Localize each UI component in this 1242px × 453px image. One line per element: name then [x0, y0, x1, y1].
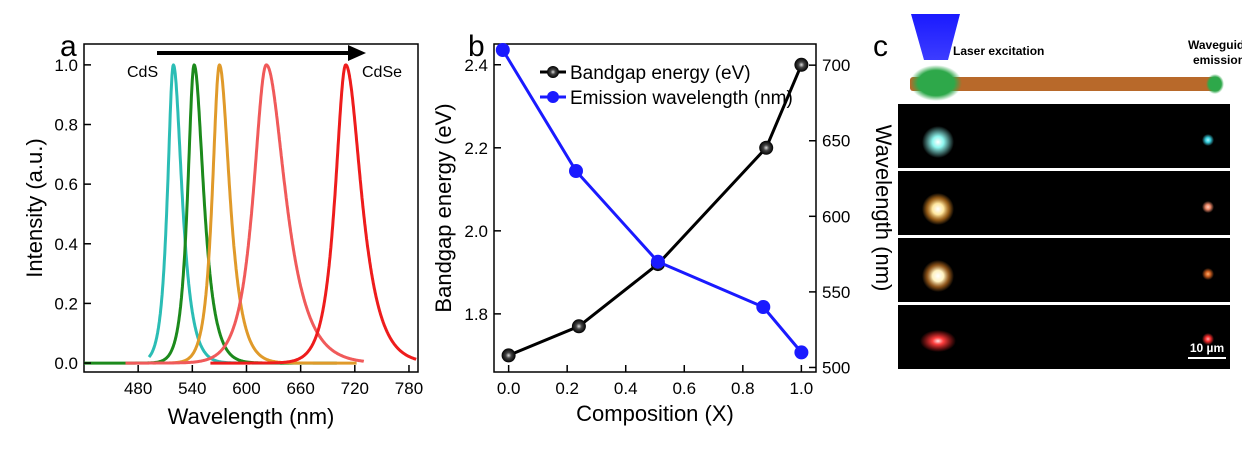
a-ytick-label-1: 0.2	[54, 294, 78, 313]
legend-marker-bandgap	[547, 66, 559, 78]
left-spot-0	[922, 126, 954, 158]
panel-b-frame	[493, 43, 817, 373]
legend-label-emission: Emission wavelength (nm)	[570, 88, 793, 109]
b-point-0-1	[571, 319, 586, 334]
panel-b-y2-label: Wavelength (nm)	[871, 125, 896, 292]
b-xtick-label-5: 1.0	[790, 379, 814, 398]
a-spectrum-2	[151, 63, 358, 365]
a-xtick-label-0: 480	[124, 379, 152, 398]
panel-b-legend: Bandgap energy (eV) Emission wavelength …	[540, 63, 793, 109]
a-spectrum-3	[124, 63, 365, 365]
panel-a-y-ticks: 0.0 0.2 0.4 0.6 0.8 1.0	[54, 56, 91, 373]
laser-beam-icon	[911, 14, 960, 60]
panel-b-y-ticks: 1.8 2.0 2.2 2.4	[464, 56, 501, 324]
b-point-0-0	[501, 348, 516, 363]
a-ytick-label-4: 0.8	[54, 116, 78, 135]
panel-a-curves	[83, 63, 418, 365]
b-point-1-0	[495, 43, 510, 57]
b-xtick-label-0: 0.0	[497, 379, 521, 398]
b-xtick-label-3: 0.6	[672, 379, 696, 398]
a-spectrum-4	[209, 63, 418, 365]
right-spot-3	[1202, 333, 1214, 345]
b-xtick-label-1: 0.2	[555, 379, 579, 398]
b-point-1-2	[650, 254, 665, 269]
b-xtick-label-4: 0.8	[731, 379, 755, 398]
a-xtick-label-4: 720	[341, 379, 369, 398]
panel-a-frame	[83, 43, 419, 373]
a-xtick-label-5: 780	[395, 379, 423, 398]
panel-a-x-label: Wavelength (nm)	[168, 404, 335, 429]
a-xtick-label-1: 540	[178, 379, 206, 398]
a-spectrum-0	[147, 63, 293, 365]
b-y2tick-label-4: 700	[822, 56, 850, 75]
panel-c-image-frames	[898, 104, 1230, 369]
b-y2tick-label-0: 500	[822, 358, 850, 377]
b-ytick-label-0: 1.8	[464, 305, 488, 324]
b-xtick-label-2: 0.4	[614, 379, 638, 398]
nanowire	[910, 77, 1220, 91]
legend-label-bandgap: Bandgap energy (eV)	[570, 63, 751, 84]
panel-b: b 0.0 0.2 0.4 0.6 0.8 1.0 1.8 2.0 2.2 2.4 500 550…	[431, 30, 896, 426]
panel-b-y2-ticks: 500 550 600 650 700	[809, 56, 850, 377]
image-frame-2	[898, 238, 1230, 302]
b-point-1-3	[756, 300, 771, 314]
b-point-1-4	[794, 345, 809, 360]
composition-arrow-head	[348, 45, 366, 61]
right-spot-0	[1202, 134, 1214, 146]
panel-b-series	[495, 43, 809, 363]
b-y2tick-label-2: 600	[822, 207, 850, 226]
b-y2tick-label-1: 550	[822, 283, 850, 302]
cds-label: CdS	[127, 64, 158, 81]
b-point-0-4	[794, 57, 809, 72]
scale-bar-label: 10 µm	[1190, 341, 1224, 355]
panel-a: a 480 540 600 660 720 780 0.00.20.40.60.81.0 …	[22, 30, 423, 429]
b-ytick-label-3: 2.4	[464, 56, 488, 75]
laser-excitation-label: Laser excitation	[953, 44, 1044, 58]
right-spot-2	[1202, 268, 1214, 280]
image-frame-0	[898, 104, 1230, 168]
b-ytick-label-2: 2.2	[464, 139, 488, 158]
excitation-spot	[910, 65, 962, 101]
a-xtick-label-2: 600	[232, 379, 260, 398]
a-xtick-label-3: 660	[286, 379, 314, 398]
a-ytick-label-0: 0.0	[54, 354, 78, 373]
b-y2tick-label-3: 650	[822, 132, 850, 151]
b-point-1-1	[569, 164, 583, 178]
panel-b-y-label: Bandgap energy (eV)	[431, 103, 456, 312]
left-spot-3	[920, 330, 956, 352]
panel-a-y-label: Intensity (a.u.)	[22, 138, 47, 277]
cdse-label: CdSe	[362, 64, 402, 81]
emission-spot	[1206, 74, 1224, 94]
panel-b-letter: b	[468, 30, 485, 63]
panel-b-x-label: Composition (X)	[576, 401, 734, 426]
panel-c-letter: c	[873, 30, 888, 63]
left-spot-1	[922, 193, 954, 225]
waveguide-label-line2: emission	[1193, 53, 1242, 67]
b-point-0-3	[759, 140, 774, 155]
a-ytick-label-5: 1.0	[54, 56, 78, 75]
b-ytick-label-1: 2.0	[464, 222, 488, 241]
left-spot-2	[922, 260, 954, 292]
panel-a-x-ticks: 480 540 600 660 720 780	[124, 365, 423, 398]
image-frame-1	[898, 171, 1230, 235]
a-ytick-label-2: 0.4	[54, 235, 78, 254]
panel-a-letter: a	[60, 30, 77, 63]
legend-marker-emission	[547, 91, 559, 103]
a-ytick-label-3: 0.6	[54, 175, 78, 194]
right-spot-1	[1202, 201, 1214, 213]
panel-b-x-ticks: 0.0 0.2 0.4 0.6 0.8 1.0	[497, 365, 813, 398]
